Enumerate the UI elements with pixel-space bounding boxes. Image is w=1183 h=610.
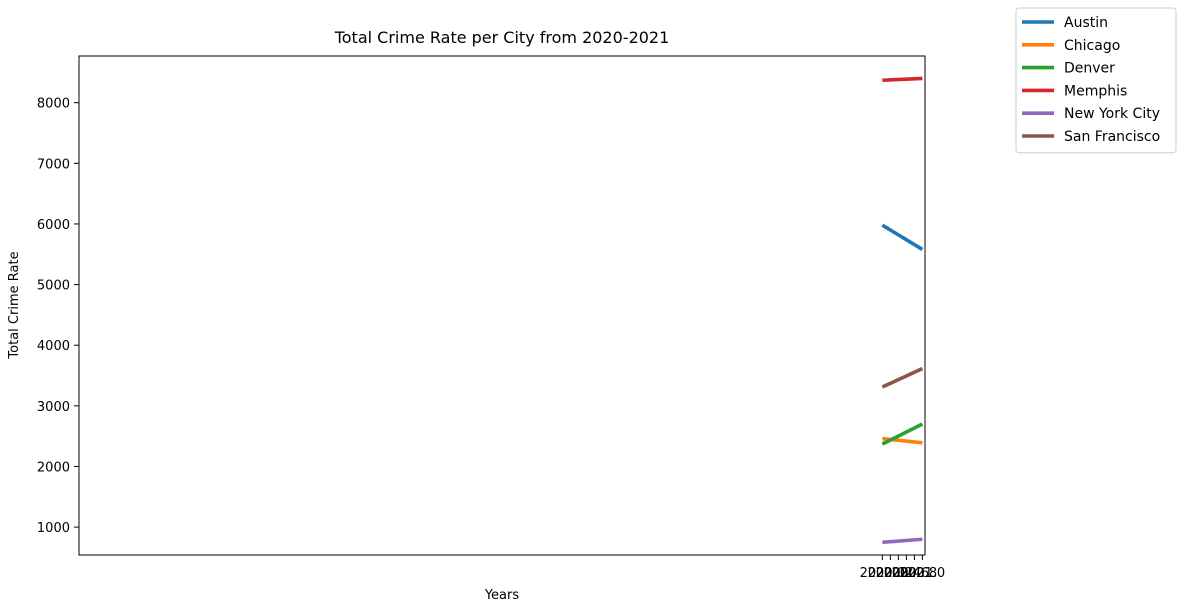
y-tick-label: 6000 (37, 218, 70, 233)
series-line-austin (881, 223, 924, 251)
y-axis-label: Total Crime Rate (7, 251, 22, 359)
y-tick-label: 1000 (37, 521, 70, 536)
x-tick-label: 2020.6 (884, 566, 930, 581)
y-tick-label: 3000 (37, 400, 70, 415)
y-tick-label: 8000 (37, 97, 70, 112)
legend-label: New York City (1064, 106, 1160, 122)
y-tick-label: 2000 (37, 460, 70, 475)
y-tick-label: 5000 (37, 279, 70, 294)
legend-label: Chicago (1064, 38, 1120, 54)
series-line-memphis (882, 76, 923, 83)
series-line-denver (881, 422, 924, 446)
x-tick-label: 2020.8 (892, 566, 938, 581)
chart-title: Total Crime Rate per City from 2020-2021 (334, 28, 670, 47)
y-tick-label: 4000 (37, 339, 70, 354)
x-tick-label: 2020.4 (876, 566, 922, 581)
x-tick-label: 2020.2 (868, 566, 914, 581)
y-tick-label: 7000 (37, 157, 70, 172)
x-tick-label: 2021.0 (900, 566, 946, 581)
x-axis-label: Years (484, 588, 520, 603)
legend-label: San Francisco (1064, 129, 1160, 145)
series-line-san-francisco (881, 366, 924, 389)
legend-label: Denver (1064, 61, 1115, 77)
x-tick-label: 2020.0 (860, 566, 906, 581)
axes-frame (78, 55, 926, 556)
legend: Austin Chicago Denver Memphis New York City S… (1015, 7, 1177, 154)
legend-frame (1015, 7, 1177, 154)
legend-label: Memphis (1064, 83, 1127, 99)
legend-label: Austin (1064, 15, 1108, 31)
series-line-new-york-city (882, 537, 923, 545)
